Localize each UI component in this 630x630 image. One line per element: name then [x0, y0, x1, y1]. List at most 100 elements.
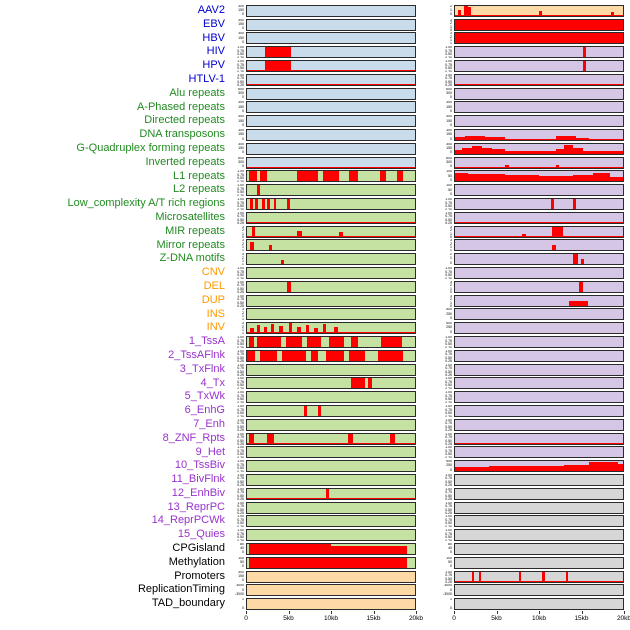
track-label: Inverted repeats — [145, 155, 226, 168]
column-gap — [416, 321, 436, 335]
track-panel-right — [454, 529, 624, 542]
track-row: INS 3 2 1 0 500 250 0 — [0, 308, 630, 322]
track-label: DUP — [201, 293, 225, 306]
y-tick-label: 0.75 — [237, 200, 244, 205]
signal-bar — [297, 171, 318, 182]
y-tick-label: 1.00 — [237, 280, 244, 284]
y-tick-label: 0 — [242, 136, 244, 141]
signal-bar — [455, 208, 623, 210]
track-row: Microsatellites1.000.750.500.250.001.000… — [0, 211, 630, 225]
y-tick-label: 0.50 — [445, 507, 452, 512]
signal-bar — [267, 433, 274, 444]
y-axis-ticks-left: 1.000.750.500.250.00 — [228, 515, 246, 527]
y-tick-label: 150 — [238, 118, 244, 123]
y-tick-label: 0.50 — [445, 576, 452, 581]
x-tick-mark — [539, 611, 540, 615]
track-panel-right — [454, 142, 624, 155]
y-tick-label: 0 — [450, 235, 452, 238]
y-tick-label: 300 — [446, 90, 452, 95]
column-gap — [416, 4, 436, 18]
y-tick-label: 0.50 — [445, 369, 452, 374]
y-axis-ticks-right: 1.000.750.500.250.00 — [436, 419, 454, 431]
signal-bar — [458, 9, 461, 16]
y-tick-label: 0 — [242, 317, 244, 321]
signal-bar — [564, 465, 590, 472]
y-axis-ticks-left: 1.000.750.500.250.00 — [228, 74, 246, 86]
y-tick-label: 0.50 — [445, 204, 452, 209]
y-tick-label: 0.50 — [445, 52, 452, 57]
track-panel-left — [246, 225, 416, 238]
y-tick-label: 0.75 — [445, 352, 452, 357]
track-label: HIV — [206, 45, 225, 58]
y-tick-label: 0.50 — [445, 493, 452, 498]
y-tick-label: 0.50 — [237, 300, 244, 305]
y-tick-label: -3000 — [235, 591, 244, 596]
y-axis-ticks-left: 300 150 0 — [228, 115, 246, 127]
y-tick-label: 0.25 — [445, 221, 452, 224]
track-row: EBV 300 150 0 3 2 1 0 — [0, 18, 630, 32]
signal-bar — [581, 259, 585, 265]
y-tick-label: 1.00 — [445, 363, 452, 367]
y-tick-label: 0 — [450, 290, 452, 293]
column-gap — [416, 473, 436, 487]
track-label: Z-DNA motifs — [159, 252, 225, 265]
track-panel-left — [246, 598, 416, 611]
y-tick-label: 0.75 — [237, 172, 244, 177]
y-tick-label: 500 — [446, 460, 452, 464]
track-panel-left — [246, 529, 416, 542]
y-tick-label: 2 — [450, 21, 452, 26]
y-tick-label: 0 — [242, 122, 244, 127]
signal-bar — [455, 443, 623, 444]
y-tick-label: 3 — [450, 280, 452, 284]
track-panel-left — [246, 267, 416, 280]
y-tick-label: 3 — [242, 322, 244, 326]
signal-bar — [248, 543, 331, 554]
track-panel-left — [246, 198, 416, 211]
y-tick-label: 1 — [450, 8, 452, 13]
track-panel-left — [246, 184, 416, 197]
track-panel-left — [246, 87, 416, 100]
y-tick-label: 0.25 — [237, 428, 244, 431]
x-tick-mark — [373, 611, 375, 615]
y-tick-label: 0.25 — [445, 359, 452, 362]
signal-bar — [530, 151, 556, 154]
y-tick-label: 3 — [450, 18, 452, 22]
track-panel-left — [246, 515, 416, 528]
column-gap — [416, 597, 436, 611]
y-tick-label: 300 — [238, 570, 244, 574]
signal-bar — [247, 249, 415, 251]
signal-bar — [331, 545, 407, 554]
signal-bar — [247, 443, 415, 444]
y-tick-label: 300 — [446, 142, 452, 146]
y-axis-ticks-left: 300 150 0 — [228, 32, 246, 44]
column-gap — [416, 32, 436, 46]
signal-bar — [539, 10, 542, 16]
y-tick-label: 0 — [450, 564, 452, 569]
column-gap — [416, 156, 436, 170]
track-panel-left — [246, 101, 416, 114]
column-gap — [416, 294, 436, 308]
y-tick-label: 0.50 — [237, 204, 244, 209]
y-tick-label: 0.75 — [237, 186, 244, 191]
y-tick-label: 40 — [240, 546, 244, 551]
track-panel-right — [454, 542, 624, 555]
column-gap — [416, 225, 436, 239]
y-tick-label: 1.00 — [237, 377, 244, 381]
y-tick-label: 1.00 — [237, 460, 244, 464]
signal-bar — [247, 194, 415, 196]
y-axis-ticks-left: 600 300 0 — [228, 88, 246, 100]
y-tick-label: 0.50 — [237, 176, 244, 181]
signal-bar — [552, 245, 556, 251]
y-tick-label: 0 — [450, 108, 452, 113]
track-panel-left — [246, 115, 416, 128]
y-tick-label: 1.00 — [445, 418, 452, 422]
signal-bar — [247, 222, 415, 223]
x-tick-label: 20kb — [616, 615, 630, 623]
y-tick-label: 0.50 — [445, 424, 452, 429]
signal-bar — [314, 328, 318, 334]
y-tick-label: 0.75 — [445, 366, 452, 371]
